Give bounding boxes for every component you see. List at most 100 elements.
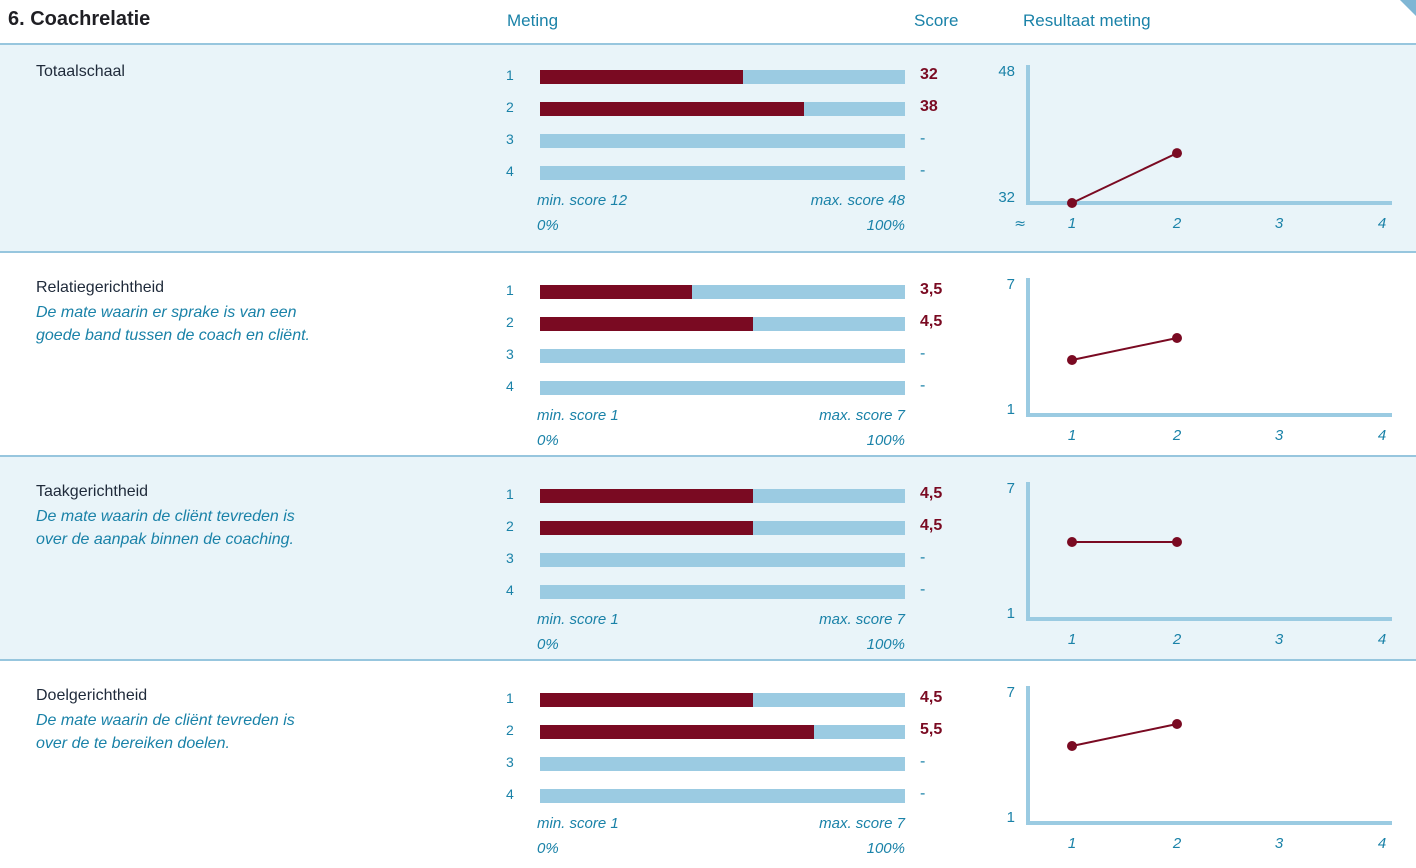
result-line-chart: 7 1 1 2 3 4	[994, 253, 1394, 444]
score-bar-track	[540, 381, 905, 395]
description-line: over de aanpak binnen de coaching.	[36, 531, 294, 548]
data-point	[1172, 537, 1182, 547]
meting-number: 1	[506, 282, 514, 298]
corner-tab	[1400, 0, 1416, 16]
section-name: Taakgerichtheid	[36, 483, 149, 500]
data-point	[1172, 333, 1182, 343]
score-value: 4,5	[920, 485, 943, 502]
y-tick-label: 1	[1007, 605, 1015, 622]
column-header-meting: Meting	[507, 11, 559, 30]
data-point	[1172, 148, 1182, 159]
section-name: Doelgerichtheid	[36, 687, 148, 704]
result-line-chart: 7 1 1 2 3 4	[994, 661, 1394, 852]
series-line	[1071, 152, 1178, 204]
max-score-label: max. score 7	[819, 407, 905, 424]
min-score-label: min. score 1	[537, 611, 619, 628]
meting-bar-row: 1 32	[500, 66, 970, 86]
axis-break-symbol: ≈	[1014, 216, 1026, 232]
meting-number: 1	[506, 690, 514, 706]
meting-bar-row: 2 38	[500, 98, 970, 118]
score-bar-track	[540, 521, 905, 535]
meting-number: 3	[506, 346, 514, 362]
data-point	[1067, 741, 1077, 751]
score-bar-fill	[540, 102, 804, 116]
section-divider	[0, 659, 1416, 661]
column-header-resultaat: Resultaat meting	[1023, 11, 1151, 30]
chart-svg: 7 1 1 2 3 4	[1007, 276, 1392, 444]
y-tick-label: 7	[1007, 276, 1015, 293]
score-bar-fill	[540, 317, 753, 331]
series-line	[1071, 723, 1178, 747]
percent-max-label: 100%	[866, 432, 905, 449]
score-value: 32	[920, 66, 938, 83]
score-value: -	[920, 377, 926, 394]
meting-number: 4	[506, 786, 514, 802]
score-bar-track	[540, 725, 905, 739]
chart-svg: 7 1 1 2 3 4	[1007, 480, 1392, 648]
chart-svg: 48 32 ≈ 1 2 3 4	[998, 63, 1392, 232]
meting-bar-row: 4-	[500, 162, 970, 182]
y-tick-label: 1	[1007, 401, 1015, 418]
x-tick-label: 1	[1068, 215, 1076, 232]
score-bar-track	[540, 693, 905, 707]
meting-bar-row: 3-	[500, 345, 970, 365]
meting-bar-row: 1 3,5	[500, 281, 970, 301]
score-bar-fill	[540, 725, 814, 739]
score-bar-track	[540, 102, 905, 116]
section-divider	[0, 455, 1416, 457]
meting-bar-row: 3-	[500, 549, 970, 569]
y-tick-label: 32	[998, 189, 1015, 206]
meting-number: 3	[506, 754, 514, 770]
section-1: Relatiegerichtheid De mate waarin er spra…	[0, 253, 1416, 457]
meting-bar-row: 4-	[500, 785, 970, 805]
score-value: -	[920, 581, 926, 598]
section-description: De mate waarin de cliënt tevreden is over…	[36, 505, 456, 551]
meting-bar-row: 3-	[500, 753, 970, 773]
max-score-label: max. score 48	[810, 192, 905, 209]
meting-bar-row: 3-	[500, 130, 970, 150]
percent-min-label: 0%	[537, 636, 559, 653]
meting-number: 1	[506, 67, 514, 83]
x-tick-label: 3	[1275, 631, 1284, 648]
section-2: Taakgerichtheid De mate waarin de cliënt …	[0, 457, 1416, 661]
score-bar-track	[540, 489, 905, 503]
x-tick-label: 2	[1172, 631, 1182, 648]
score-value: 4,5	[920, 517, 943, 534]
score-bar-track	[540, 789, 905, 803]
data-point	[1067, 537, 1077, 547]
score-value: 4,5	[920, 689, 943, 706]
x-tick-label: 4	[1378, 631, 1386, 648]
percent-max-label: 100%	[866, 217, 905, 234]
meting-bar-row: 2 4,5	[500, 313, 970, 333]
section-0: Totaalschaal 1 32 2 38 3-4- min. score 12 max. …	[0, 45, 1416, 253]
header-divider	[0, 43, 1416, 45]
meting-number: 4	[506, 582, 514, 598]
min-score-label: min. score 1	[537, 815, 619, 832]
score-bar-track	[540, 70, 905, 84]
meting-bar-row: 4-	[500, 581, 970, 601]
result-line-chart: 48 32 ≈1 2 3 4	[994, 45, 1394, 232]
score-bar-track	[540, 317, 905, 331]
score-bar-fill	[540, 693, 753, 707]
description-line: De mate waarin er sprake is van een	[36, 304, 297, 321]
description-line: De mate waarin de cliënt tevreden is	[36, 508, 295, 525]
score-value: 38	[920, 98, 938, 115]
min-score-label: min. score 1	[537, 407, 619, 424]
percent-max-label: 100%	[866, 840, 905, 857]
result-line-chart: 7 1 1 2 3 4	[994, 457, 1394, 648]
score-value: 5,5	[920, 721, 943, 738]
meting-bar-row: 2 4,5	[500, 517, 970, 537]
section-name: Relatiegerichtheid	[36, 279, 165, 296]
chart-svg: 7 1 1 2 3 4	[1007, 684, 1392, 852]
meting-number: 2	[506, 722, 514, 738]
meting-number: 2	[506, 314, 514, 330]
data-point	[1067, 355, 1077, 365]
x-tick-label: 1	[1068, 631, 1076, 648]
meting-number: 3	[506, 550, 514, 566]
x-tick-label: 3	[1275, 835, 1284, 852]
score-value: -	[920, 130, 926, 147]
x-tick-label: 2	[1172, 835, 1182, 852]
score-bar-track	[540, 134, 905, 148]
score-bar-track	[540, 166, 905, 180]
meting-bar-row: 1 4,5	[500, 689, 970, 709]
